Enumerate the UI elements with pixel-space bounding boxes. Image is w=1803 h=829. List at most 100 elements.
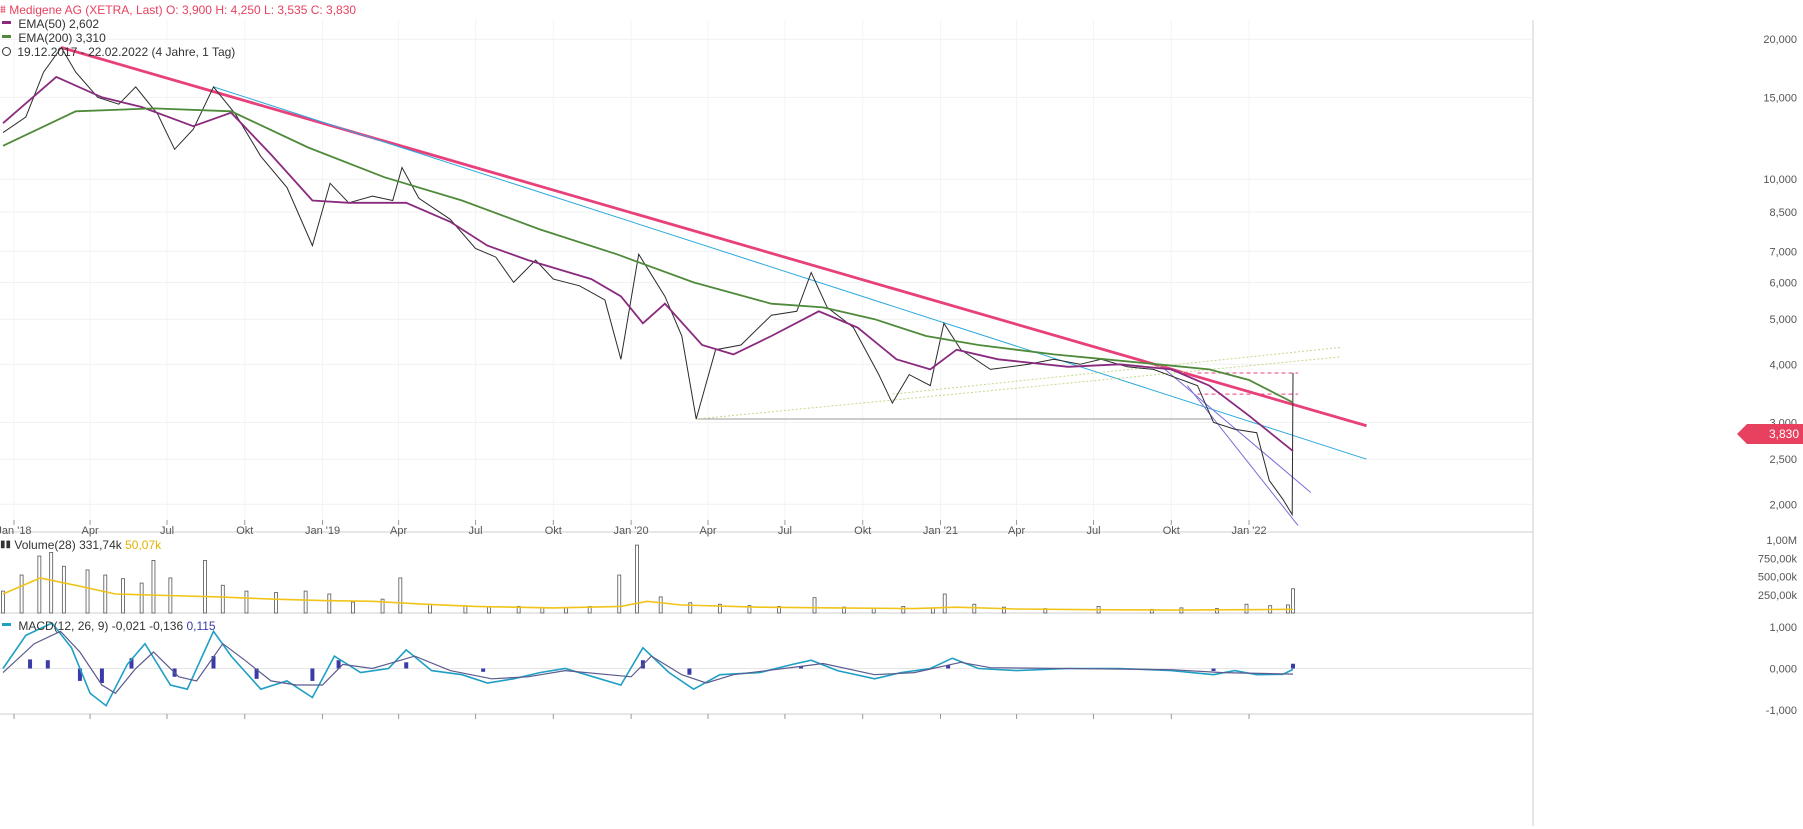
volume-bar <box>901 606 906 614</box>
macd-histogram-bar <box>211 656 216 669</box>
legend-price: ⩩ Medigene AG (XETRA, Last) O: 3,900 H: … <box>0 1 356 18</box>
macd-y-tick-label: -1,000 <box>1766 705 1797 717</box>
macd-histogram-bar <box>99 668 104 683</box>
volume-bar <box>37 555 42 614</box>
blue-trend-line <box>213 86 1367 460</box>
volume-bar <box>351 601 355 614</box>
range-dates: 19.12.2017 - 22.02.2022 <box>17 44 149 59</box>
macd-histogram-bar <box>77 668 82 681</box>
x-tick-label: Jul <box>160 525 174 537</box>
volume-y-tick-label: 750,00k <box>1758 553 1798 565</box>
macd-histogram-bar <box>946 665 951 669</box>
macd-histogram-bar <box>799 666 804 669</box>
macd-histogram-bar <box>310 668 315 681</box>
volume-value2: 50,07k <box>125 537 162 552</box>
macd-swatch <box>2 623 11 627</box>
volume-bar <box>1215 608 1219 614</box>
dotted-support-line-1 <box>696 356 1342 420</box>
y-tick-label: 15,000 <box>1763 92 1797 104</box>
volume-bar <box>220 584 225 614</box>
ema200-label: EMA(200) <box>18 30 73 45</box>
volume-bar <box>398 577 403 614</box>
ema50-swatch <box>2 21 11 25</box>
x-tick-label: Okt <box>1163 525 1180 537</box>
x-tick-label: Jan '21 <box>923 525 958 537</box>
y-tick-label: 2,500 <box>1769 454 1797 466</box>
volume-bar <box>103 574 108 614</box>
dotted-support-line-2 <box>892 346 1342 395</box>
last-price-tag: 3,830 <box>1737 424 1803 444</box>
x-tick-label: Jul <box>1086 525 1100 537</box>
macd-histogram-bar <box>687 668 692 675</box>
volume-icon: ▮▮ <box>0 538 12 550</box>
x-tick-label: Jul <box>469 525 483 537</box>
legend-macd: MACD(12, 26, 9) -0,021 -0,136 0,115 <box>0 617 216 634</box>
series-line-price <box>2 46 1294 517</box>
x-tick-label: Jan '20 <box>614 525 649 537</box>
y-tick-label: 7,000 <box>1769 246 1797 258</box>
y-tick-label: 8,500 <box>1769 207 1797 219</box>
series-line-ema50 <box>2 75 1294 452</box>
volume-bar <box>1244 603 1249 614</box>
x-tick-label: Okt <box>545 525 562 537</box>
volume-bar <box>327 593 332 614</box>
ema50-value: 2,602 <box>69 16 100 31</box>
volume-bar <box>85 569 90 614</box>
x-tick-label: Apr <box>390 525 407 537</box>
channel-lower-line <box>1186 385 1299 526</box>
macd-y-tick-label: 0,000 <box>1769 664 1797 676</box>
x-tick-label: Okt <box>854 525 871 537</box>
volume-bar <box>842 606 847 614</box>
macd-signal-line <box>2 630 1294 695</box>
volume-bar <box>688 602 693 614</box>
volume-bar <box>487 606 491 614</box>
volume-label: Volume(28) <box>14 537 76 552</box>
x-tick-label: Jan '18 <box>0 525 32 537</box>
macd-y-tick-label: 1,000 <box>1769 622 1797 634</box>
volume-bar <box>121 578 125 614</box>
volume-y-tick-label: 250,00k <box>1758 590 1798 602</box>
volume-average-line <box>2 577 1294 611</box>
volume-bar <box>61 565 66 614</box>
clock-icon <box>2 46 11 56</box>
macd-value2: -0,136 <box>149 618 184 633</box>
macd-histogram-bar <box>1291 663 1295 669</box>
chart-type-icon[interactable]: ⩩ <box>0 3 6 16</box>
volume-bar <box>1001 606 1006 614</box>
legend-range: 19.12.2017 - 22.02.2022 (4 Jahre, 1 Tag) <box>0 43 235 60</box>
macd-histogram-bar <box>404 662 409 669</box>
volume-bar <box>777 606 781 614</box>
legend-ema200: EMA(200) 3,310 <box>0 29 106 46</box>
volume-bar <box>635 544 639 614</box>
x-tick-label: Apr <box>82 525 99 537</box>
volume-bar <box>139 582 144 614</box>
macd-value3: 0,115 <box>186 618 216 633</box>
ema50-label: EMA(50) <box>18 16 66 31</box>
volume-bar <box>516 606 521 614</box>
volume-bar <box>151 560 156 614</box>
volume-bar <box>49 552 54 614</box>
volume-value1: 331,74k <box>79 537 122 552</box>
y-tick-label: 5,000 <box>1769 314 1797 326</box>
macd-histogram-bar <box>481 668 486 672</box>
range-detail: (4 Jahre, 1 Tag) <box>151 44 236 59</box>
y-tick-label: 10,000 <box>1763 174 1797 186</box>
macd-line <box>2 622 1294 707</box>
macd-histogram-bar <box>254 668 259 679</box>
y-tick-label: 4,000 <box>1769 359 1797 371</box>
volume-y-tick-label: 1,00M <box>1766 535 1797 547</box>
price-title-line: Medigene AG (XETRA, Last) O: 3,900 H: 4,… <box>9 2 357 17</box>
macd-histogram-bar <box>336 660 341 669</box>
x-tick-label: Jul <box>778 525 792 537</box>
legend-ema50: EMA(50) 2,602 <box>0 15 99 32</box>
ema200-value: 3,310 <box>75 30 106 45</box>
volume-bar <box>812 597 817 614</box>
macd-histogram-bar <box>129 658 134 669</box>
x-tick-label: Okt <box>236 525 253 537</box>
y-tick-label: 6,000 <box>1769 277 1797 289</box>
x-tick-label: Jan '19 <box>305 525 340 537</box>
series-line-ema200 <box>2 107 1294 404</box>
volume-bar <box>303 590 308 614</box>
